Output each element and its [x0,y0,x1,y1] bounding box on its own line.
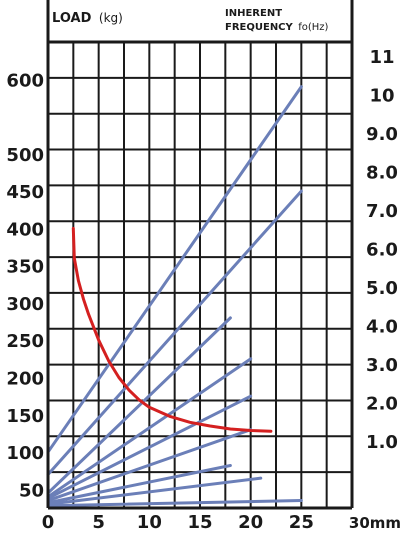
right-tick-label: 7.0 [366,201,398,222]
load-line-2 [46,189,303,476]
left-tick-label: 350 [6,257,44,278]
x-tick-label: 0 [42,512,55,533]
left-tick-label: 250 [6,331,44,352]
right-tick-label: 1.0 [366,432,398,453]
left-axis-title: LOAD (kg) [52,11,123,26]
x-tick-label: 25 [289,512,314,533]
load-line-7 [46,464,232,505]
x-tick-label: 10 [137,512,162,533]
frequency-curve [71,226,273,433]
left-tick-label: 50 [19,480,44,501]
left-tick-label: 600 [6,70,44,91]
chart-series [46,85,303,508]
right-axis-title-line2: FREQUENCY fo(Hz) [225,22,329,33]
load-line-4 [46,357,253,499]
right-axis-title-line1: INHERENT [225,8,282,19]
x-axis-ticks: 0 5 10 15 20 25 [42,512,314,533]
x-tick-label: 5 [92,512,105,533]
left-tick-label: 450 [6,182,44,203]
load-line-1 [46,85,303,454]
right-tick-label: 9.0 [366,124,398,145]
right-axis-ticks: 11 10 9.0 8.0 7.0 6.0 5.0 4.0 3.0 2.0 1.0 [366,47,398,453]
right-tick-label: 3.0 [366,355,398,376]
left-tick-label: 150 [6,406,44,427]
load-line-9 [46,499,303,508]
load-line-8 [46,476,263,506]
left-tick-label: 100 [6,443,44,464]
left-axis-ticks: 600 500 450 400 350 300 250 200 150 100 50 [6,70,44,501]
left-tick-label: 300 [6,294,44,315]
right-tick-label: 5.0 [366,278,398,299]
right-tick-label: 2.0 [366,394,398,415]
load-line-6 [46,428,253,503]
load-line-3 [46,316,232,495]
right-tick-label: 10 [369,86,394,107]
left-tick-label: 500 [6,145,44,166]
right-tick-label: 11 [369,47,394,68]
right-tick-label: 4.0 [366,317,398,338]
load-line-5 [46,394,253,500]
left-tick-label: 400 [6,219,44,240]
x-tick-label: 15 [187,512,212,533]
x-axis-unit-label: 30mm [349,514,401,532]
left-tick-label: 200 [6,369,44,390]
chart-frame [46,0,354,510]
x-tick-label: 20 [238,512,263,533]
chart-grid [48,42,352,508]
right-tick-label: 6.0 [366,240,398,261]
right-tick-label: 8.0 [366,163,398,184]
